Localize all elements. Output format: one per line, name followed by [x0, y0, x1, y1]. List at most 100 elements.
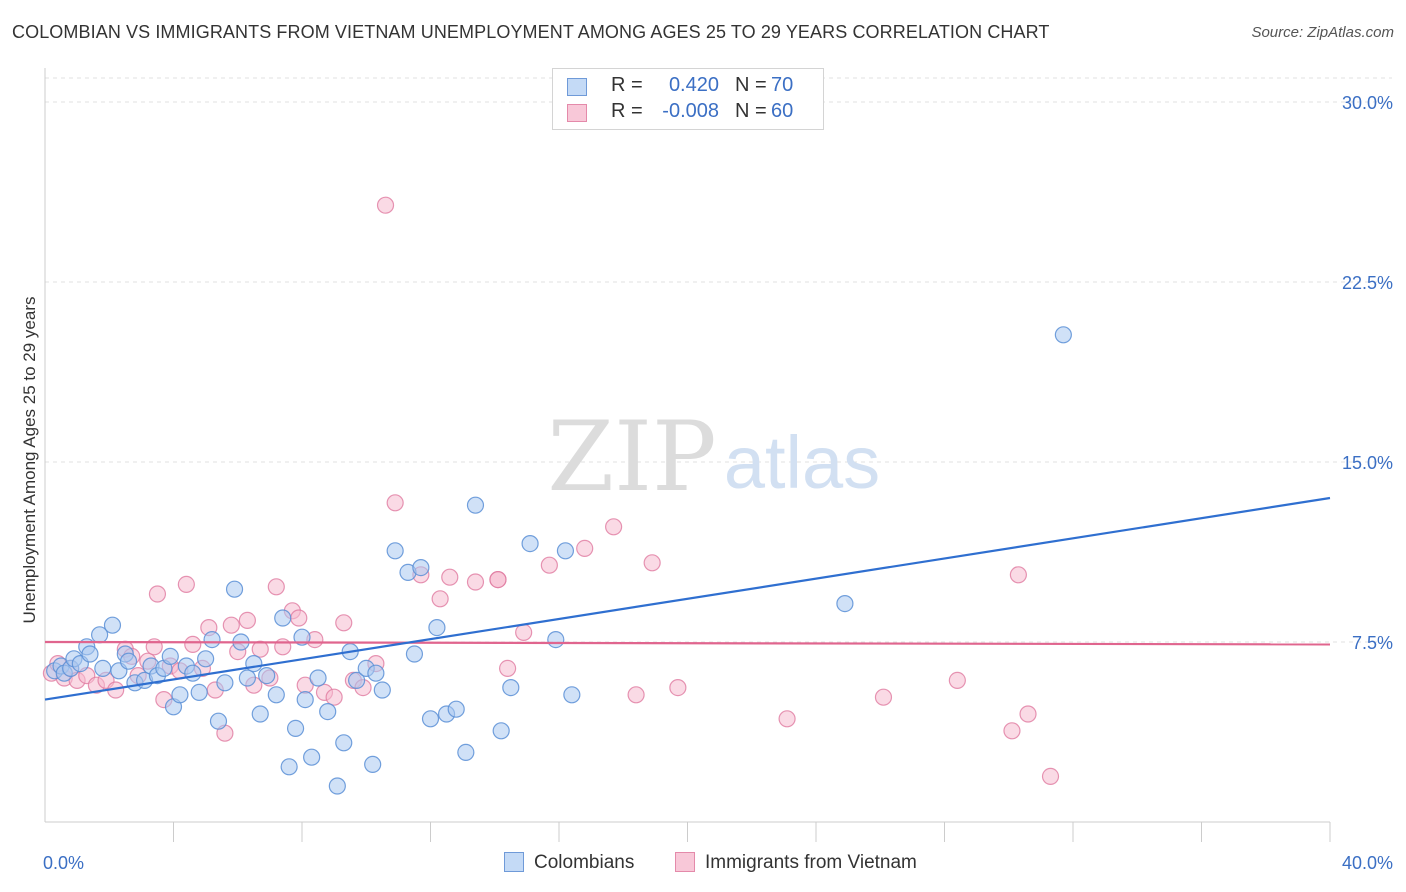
colombians-point — [1054, 326, 1072, 344]
correlation-legend: R = 0.420 N = 70 R = -0.008 N = 60 — [552, 68, 824, 130]
y-tick-label: 7.5% — [1352, 633, 1393, 653]
colombians-point — [161, 647, 179, 666]
y-tick-label: 30.0% — [1342, 93, 1393, 113]
legend-swatch-colombians — [567, 78, 587, 96]
series-legend-vietnam: Immigrants from Vietnam — [675, 852, 917, 878]
colombians-point — [94, 659, 112, 678]
colombians-point — [412, 558, 430, 577]
vietnam-point — [1041, 767, 1060, 786]
legend-swatch-vietnam — [567, 104, 587, 122]
watermark: ZIP atlas — [547, 401, 880, 513]
colombians-point — [447, 700, 465, 718]
vietnam-point — [335, 614, 353, 632]
colombians-point — [103, 616, 122, 634]
colombians-point — [502, 678, 520, 697]
colombians-point — [457, 743, 475, 762]
vietnam-point — [238, 611, 256, 630]
colombians-trend-line — [44, 496, 1331, 701]
series-legend-colombians: Colombians — [504, 852, 634, 878]
colombians-point — [293, 628, 311, 646]
vietnam-point — [466, 573, 485, 591]
legend-swatch-vietnam — [675, 852, 695, 872]
colombians-point — [296, 690, 314, 709]
legend-label-colombians: Colombians — [534, 852, 635, 873]
colombians-point — [466, 496, 485, 514]
chart-title: COLOMBIAN VS IMMIGRANTS FROM VIETNAM UNE… — [12, 22, 1050, 42]
legend-r-value: 0.420 — [668, 74, 719, 96]
colombians-point — [274, 609, 292, 627]
vietnam-point — [540, 556, 558, 574]
vietnam-point — [184, 635, 202, 654]
vietnam-point — [148, 585, 167, 603]
colombians-point — [309, 669, 327, 687]
colombians-point — [335, 734, 353, 752]
y-tick-label: 15.0% — [1342, 453, 1393, 473]
x-tick-label: 0.0% — [43, 853, 84, 873]
legend-n-label: N = — [735, 74, 767, 96]
vietnam-point — [1009, 566, 1027, 584]
colombians-point — [258, 666, 276, 685]
colombians-point — [421, 710, 440, 728]
colombians-point — [348, 671, 366, 690]
source-label: Source: ZipAtlas.com — [1251, 24, 1394, 41]
colombians-point — [225, 580, 244, 598]
vietnam-point — [177, 575, 195, 594]
colombians-point — [428, 618, 446, 637]
vietnam-point — [386, 494, 404, 512]
vietnam-point — [267, 578, 285, 596]
vietnam-point — [1019, 705, 1037, 723]
legend-n-value: 60 — [771, 100, 794, 122]
colombians-point — [563, 686, 581, 704]
colombians-point — [547, 630, 565, 649]
colombians-point — [521, 534, 539, 553]
legend-n-label: N = — [735, 100, 767, 122]
colombians-point — [209, 712, 228, 730]
watermark-zip: ZIP — [547, 401, 716, 513]
vietnam-point — [441, 568, 459, 586]
trend-lines — [44, 496, 1331, 701]
colombians-point — [267, 686, 285, 704]
vietnam-point — [274, 638, 292, 656]
vietnam-point — [576, 539, 594, 558]
colombians-point — [386, 542, 404, 560]
vietnam-point — [778, 710, 796, 728]
colombians-point — [367, 664, 385, 682]
vietnam-point — [1003, 722, 1021, 740]
vietnam-point — [290, 609, 308, 627]
colombians-point — [836, 594, 854, 613]
vietnam-point — [222, 616, 240, 634]
colombians-point — [328, 777, 346, 795]
series-colombians-points — [46, 326, 1072, 795]
colombians-point — [286, 719, 305, 738]
colombians-point — [81, 645, 99, 663]
colombians-point — [492, 722, 510, 740]
vietnam-point — [489, 570, 507, 589]
colombians-point — [197, 650, 215, 668]
legend-n-value: 70 — [771, 74, 794, 96]
vietnam-point — [643, 554, 661, 572]
y-tick-label: 22.5% — [1342, 273, 1393, 293]
colombians-point — [171, 686, 189, 704]
vietnam-point — [251, 640, 269, 658]
colombians-point — [556, 542, 575, 560]
vietnam-point — [669, 678, 687, 697]
legend-r-value: -0.008 — [662, 100, 719, 122]
vietnam-point — [499, 659, 517, 678]
colombians-point — [238, 669, 256, 687]
vietnam-point — [325, 688, 343, 706]
colombians-point — [203, 630, 221, 649]
colombians-point — [373, 681, 391, 699]
colombians-point — [184, 664, 202, 682]
colombians-point — [319, 702, 337, 721]
colombians-point — [405, 645, 424, 663]
colombians-point — [119, 652, 138, 670]
colombians-point — [280, 758, 298, 776]
legend-label-vietnam: Immigrants from Vietnam — [705, 852, 917, 873]
legend-r-label: R = — [611, 74, 643, 96]
legend-row-colombians: R = 0.420 N = 70 — [553, 74, 823, 100]
colombians-point — [251, 705, 269, 723]
vietnam-trend-line — [44, 640, 1331, 646]
vietnam-point — [874, 688, 893, 706]
vietnam-point — [627, 686, 645, 704]
